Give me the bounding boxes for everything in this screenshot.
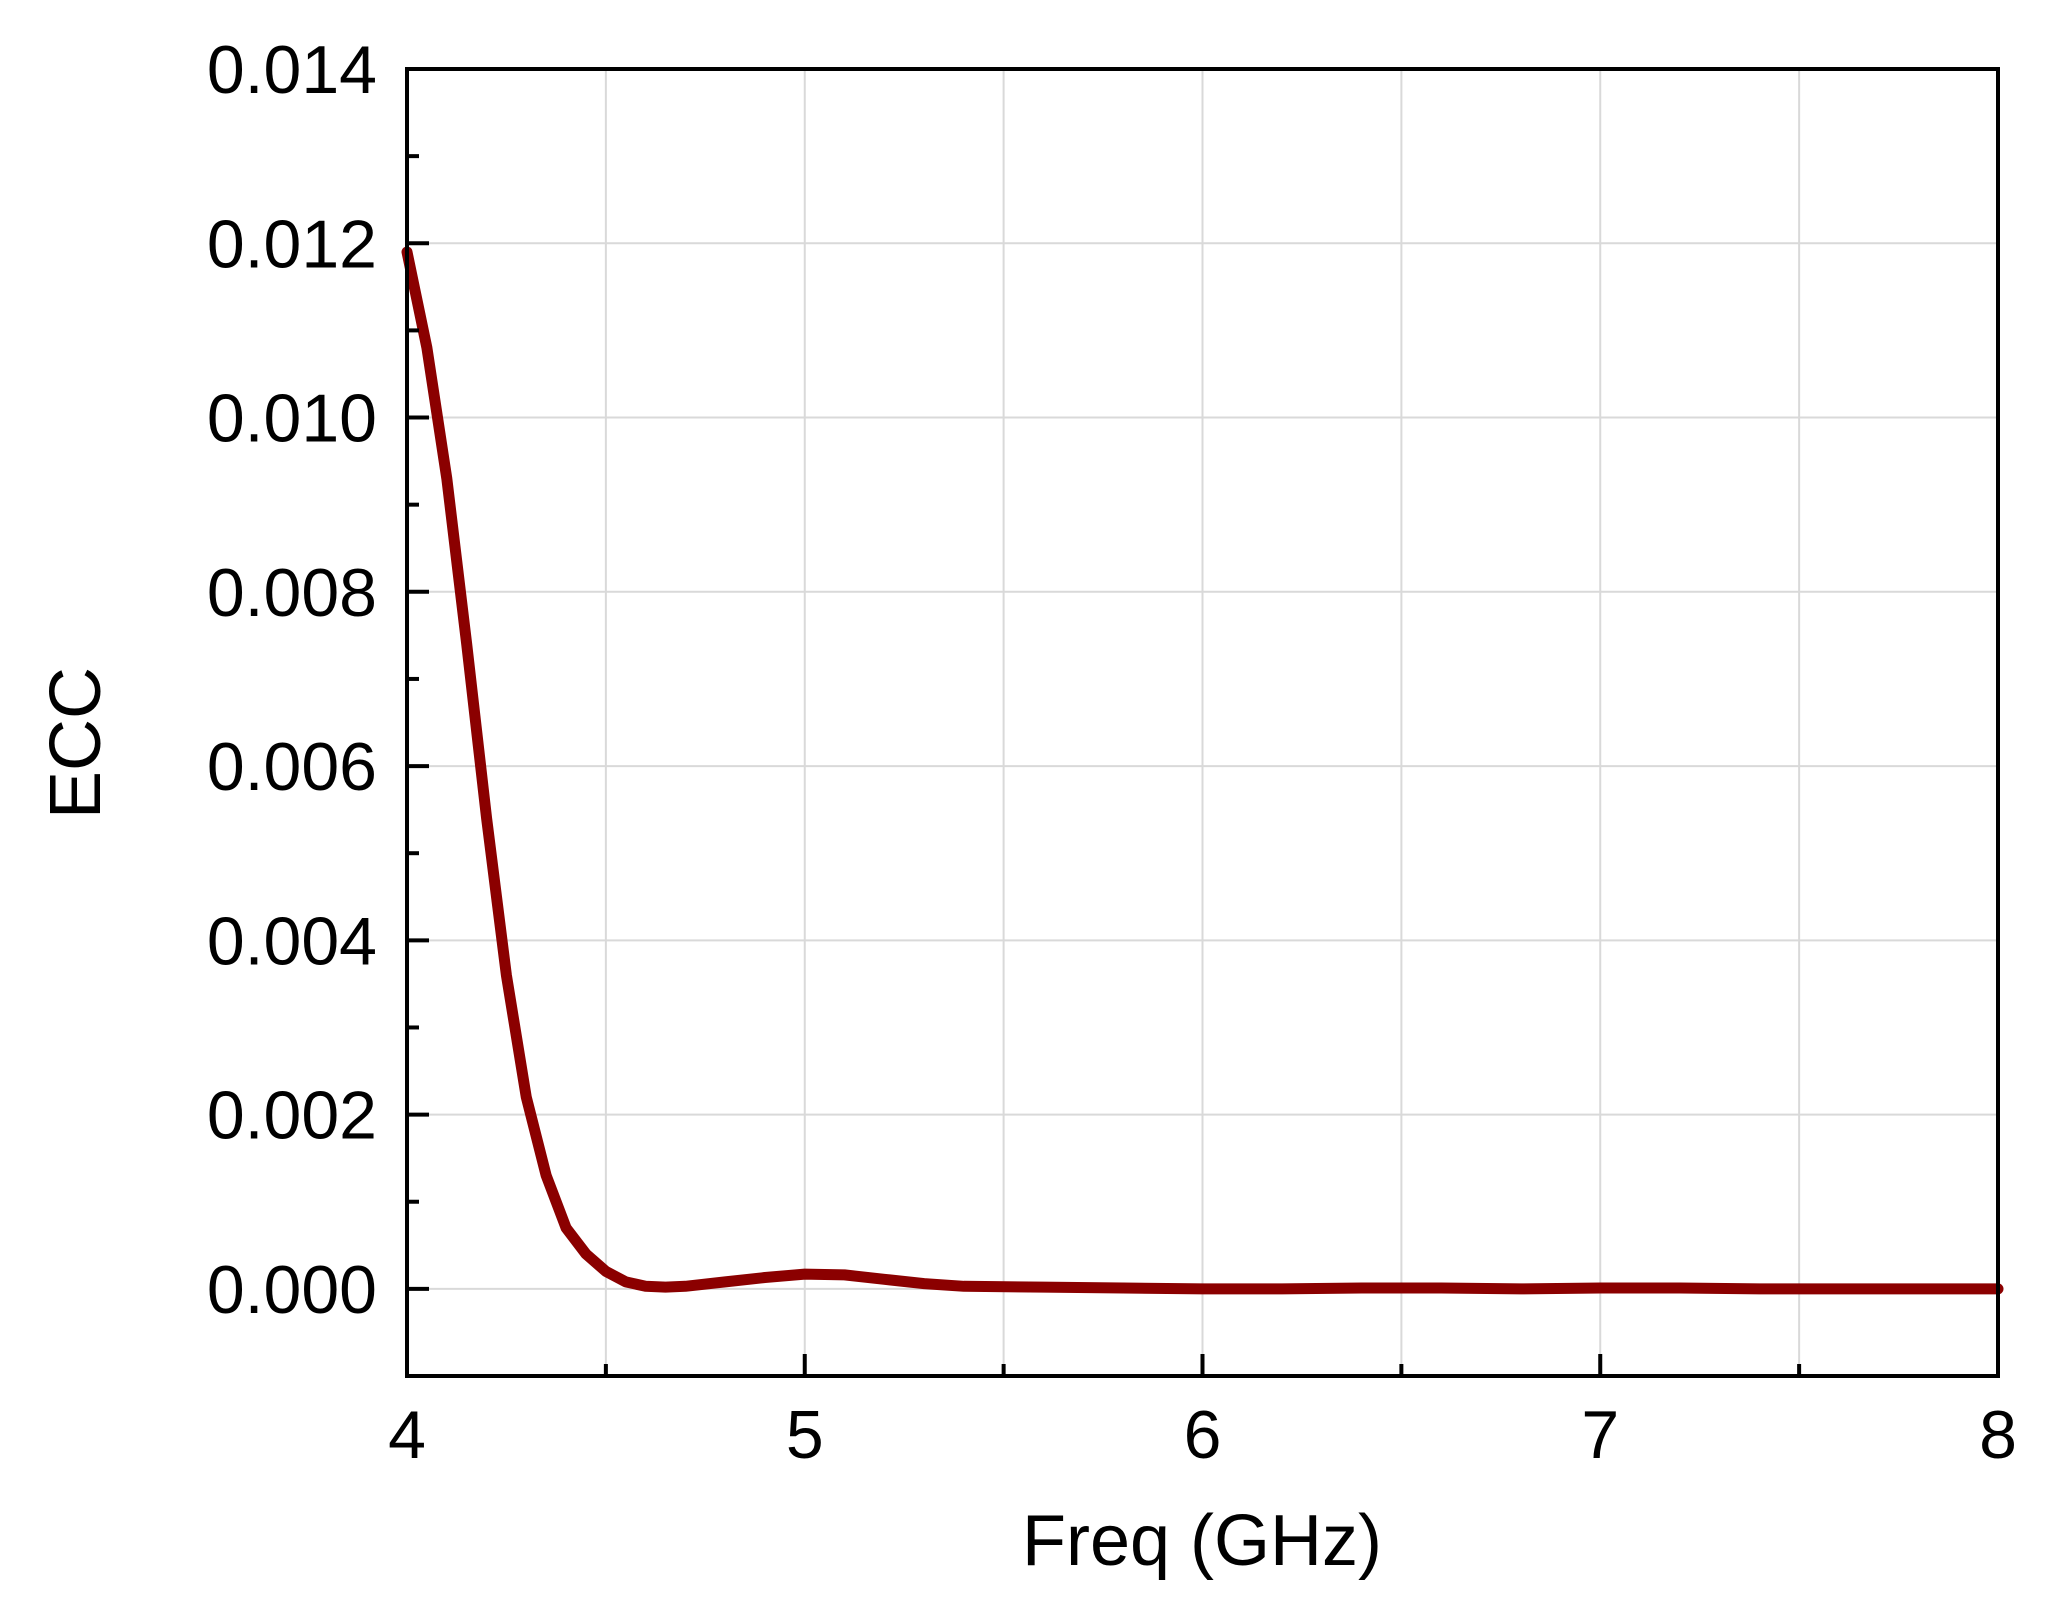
grid <box>407 69 1998 1376</box>
tick-labels: 4 5 6 7 8 0.000 0.002 0.004 0.006 0.008 0.010 0.012… <box>207 32 2017 1473</box>
y-tick-label: 0.014 <box>207 32 377 108</box>
axes <box>405 67 2000 1378</box>
y-tick-label: 0.004 <box>207 903 377 979</box>
x-tick-label: 8 <box>1979 1397 2017 1473</box>
y-tick-label: 0.000 <box>207 1252 377 1328</box>
y-tick-label: 0.002 <box>207 1078 377 1154</box>
x-tick-label: 4 <box>388 1397 426 1473</box>
y-axis-title: ECC <box>36 667 116 819</box>
series-layer <box>401 246 2004 1295</box>
series-line-0 <box>401 246 2004 1295</box>
x-tick-label: 5 <box>786 1397 824 1473</box>
y-tick-label: 0.010 <box>207 381 377 457</box>
x-tick-label: 6 <box>1184 1397 1222 1473</box>
y-tick-label: 0.006 <box>207 729 377 805</box>
y-tick-label: 0.008 <box>207 555 377 631</box>
y-tick-label: 0.012 <box>207 206 377 282</box>
x-tick-label: 7 <box>1581 1397 1619 1473</box>
x-axis-title: Freq (GHz) <box>1022 1501 1382 1581</box>
